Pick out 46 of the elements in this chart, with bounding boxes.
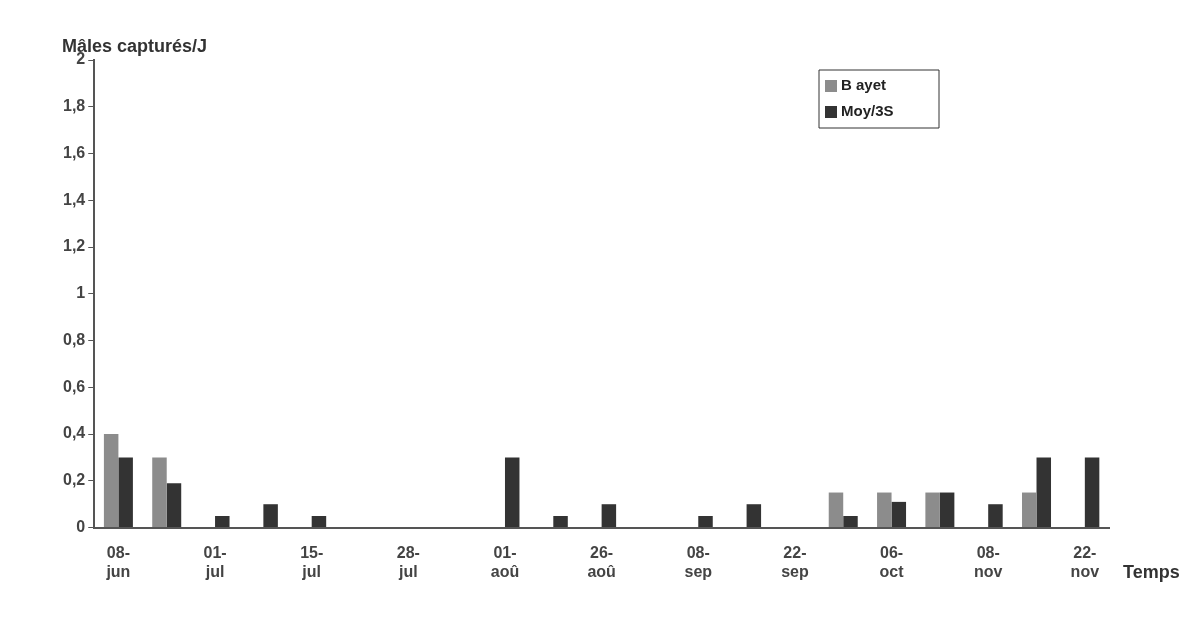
bar: [215, 515, 230, 528]
bar: [891, 501, 907, 528]
x-tick-label: 26-aoû: [587, 543, 616, 580]
y-tick-label: 1,6: [62, 143, 86, 161]
y-tick-label: 0: [76, 518, 86, 536]
bar: [601, 504, 617, 528]
bar: [263, 504, 278, 528]
legend-label: B ayet: [841, 76, 887, 94]
bar: [925, 492, 940, 528]
x-tick-label: 22-nov: [1070, 543, 1100, 580]
y-tick-label: 1,4: [62, 190, 86, 208]
x-axis-title: Temps: [1123, 561, 1180, 582]
y-tick-label: 1,8: [62, 97, 86, 115]
x-tick-label: 06-oct: [879, 543, 905, 580]
bar: [828, 492, 844, 528]
x-tick-label: 08-sep: [684, 543, 713, 580]
x-tick-label: 08-nov: [973, 543, 1003, 580]
y-tick-label: 0,4: [62, 424, 86, 442]
x-tick-label: 01-aoû: [490, 543, 520, 580]
bar: [1022, 492, 1037, 528]
bar: [843, 515, 858, 528]
x-tick-label: 08-jun: [105, 543, 131, 580]
bar: [103, 434, 119, 528]
y-tick-label: 1,2: [62, 237, 86, 255]
bar: [311, 515, 327, 528]
bar: [1036, 457, 1052, 528]
x-tick-label: 01-jul: [203, 543, 227, 580]
bar: [988, 504, 1003, 528]
bar: [698, 515, 713, 528]
y-tick-label: 0,6: [62, 377, 86, 395]
y-tick-label: 0,8: [62, 330, 86, 348]
x-tick-label: 28-jul: [396, 543, 420, 580]
x-tick-label: 15-jul: [300, 543, 324, 580]
legend-label: Moy/3S: [841, 102, 894, 120]
x-tick-label: 22-sep: [781, 543, 809, 580]
bar: [152, 457, 167, 528]
bar: [166, 483, 182, 528]
bar: [877, 492, 892, 528]
bar: [118, 457, 133, 528]
y-tick-label: 1: [76, 284, 86, 302]
bar: [939, 492, 955, 528]
bar: [1084, 457, 1100, 528]
bar: [504, 457, 520, 528]
y-tick-label: 0,2: [62, 471, 86, 489]
bar: [553, 515, 568, 528]
bar: [746, 504, 762, 528]
